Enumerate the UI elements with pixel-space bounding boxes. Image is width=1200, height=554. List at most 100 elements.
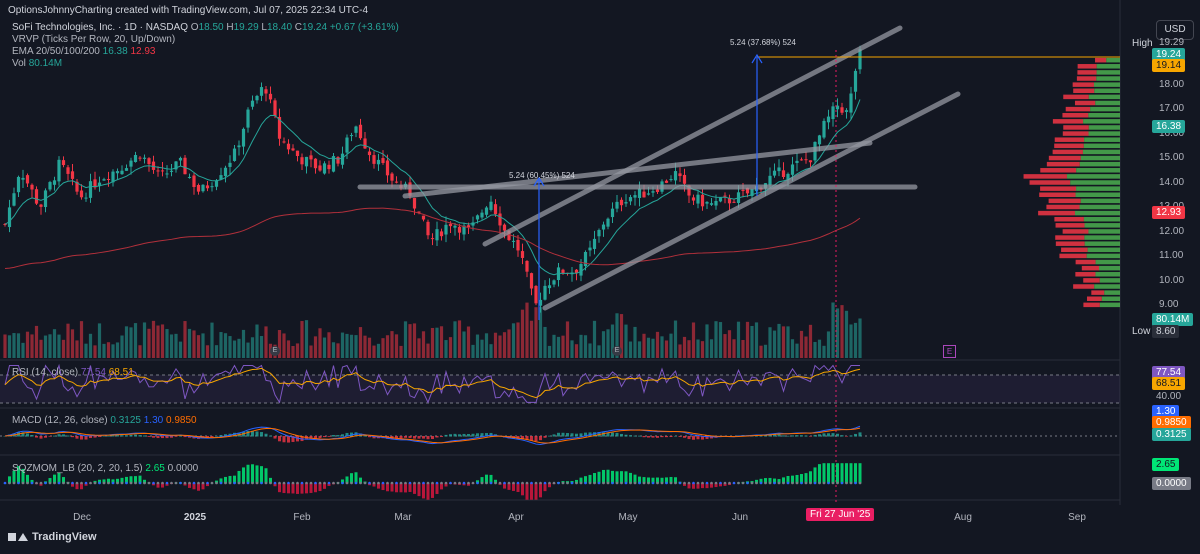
sqz-bar [714,483,718,488]
volume-bar [624,324,628,358]
macd-hist-bar [143,435,146,437]
macd-hist-bar [134,434,137,437]
sqz-legend[interactable]: SQZMOM_LB (20, 2, 20, 1.5) 2.65 0.0000 [12,463,198,474]
candle-body [624,202,628,204]
vrvp-up-bar [1086,253,1120,259]
macd-hist-bar [417,436,421,439]
macd-hist-bar [458,434,461,437]
candle-body [354,126,358,133]
sqz-dot [426,481,430,485]
candle-body [322,163,327,174]
macd-hist-bar [593,432,596,437]
macd-hist-bar [701,436,704,440]
sqz-bar [62,477,65,484]
sqz-dot [350,481,353,485]
macd-hist-bar [269,435,272,437]
candle-body [853,70,858,92]
macd-hist-bar [98,436,101,437]
sqz-dot [809,481,812,485]
sqz-bar [651,477,655,484]
ema-slow-value: 12.93 [130,46,156,57]
volume-legend[interactable]: Vol 80.14M [12,58,62,69]
sqz-dot [152,481,155,485]
volume-bar [745,321,750,358]
volume-bar [79,321,84,358]
macd-hist-bar [255,431,259,437]
macd-hist-bar [273,436,277,439]
candle-body [511,240,516,242]
sqz-dot [183,481,187,485]
volume-bar [336,343,340,358]
sqz-dot [638,481,641,485]
earnings-icon[interactable]: E [270,346,280,356]
sqz-dot [354,481,358,485]
macd-hist-bar [435,436,439,438]
macd-signal-value: 0.9850 [166,415,197,426]
sqz-bar [323,483,326,489]
tradingview-brand[interactable]: TradingView [8,531,97,543]
sqz-dot [161,481,164,485]
currency-button[interactable]: USD [1156,20,1194,40]
sqz-dot [512,481,515,485]
volume-bar [547,345,552,358]
volume-bar [840,305,844,358]
vrvp-up-bar [1095,100,1120,106]
vrvp-up-bar [1083,216,1120,222]
sqz-bar [615,471,619,484]
low-value: 8.60 [1152,325,1180,338]
volume-bar [394,334,399,358]
sqz-bar [786,475,790,484]
candle-body [93,179,97,188]
volume-bar [466,326,471,358]
vrvp-down-bar [1076,76,1097,81]
sqz-dot [80,481,83,485]
macd-hist-bar [647,436,650,438]
rsi-legend[interactable]: RSI (14, close) 77.54 68.51 [12,367,134,378]
sqz-dot [575,481,578,485]
candle-body [390,173,394,181]
candle-body [543,285,547,300]
sqz-dot [197,481,200,485]
sqz-bar [606,469,610,484]
macd-hist-bar [624,434,628,437]
sqz-dot [251,481,254,485]
sqz-dot [75,481,79,485]
earnings-icon[interactable]: E [612,346,622,356]
sqz-bar [125,476,128,484]
sqz-dot [620,481,623,485]
candle-body [367,151,372,156]
symbol-line: SoFi Technologies, Inc. · 1D · NASDAQ O1… [12,22,399,33]
macd-hist-bar [161,436,164,439]
ema-legend[interactable]: EMA 20/50/100/200 16.38 12.93 [12,46,155,57]
sqz-bar [512,483,515,491]
price-tick-label: 16.00 [1159,127,1185,139]
volume-bar [372,345,376,358]
sqz-dot [386,481,389,485]
volume-bar [529,320,534,358]
macd-hist-bar [264,433,268,437]
upcoming-earnings-icon[interactable]: E [943,345,956,358]
sqz-bar [282,483,286,494]
vrvp-down-bar [1073,284,1095,289]
sqz-dot [422,481,425,485]
vrvp-legend[interactable]: VRVP (Ticks Per Row, 20, Up/Down) [12,34,176,45]
macd-hist-bar [422,436,425,439]
sqz-dot [777,481,781,485]
vrvp-down-bar [1040,186,1077,191]
vrvp-down-bar [1075,259,1096,265]
sqz-dot [678,481,682,485]
macd-legend[interactable]: MACD (12, 26, close) 0.3125 1.30 0.9850 [12,415,197,426]
candle-body [381,158,385,163]
macd-hist-bar [174,436,178,437]
candle-body [687,185,691,196]
macd-hist-bar [152,436,155,438]
vrvp-up-bar [1084,235,1120,240]
sqz-dot [845,481,848,485]
rsi-ma-value: 68.51 [108,367,134,378]
sqz-dot [66,481,70,485]
macd-hist-bar [840,435,844,437]
macd-hist-bar [89,436,92,438]
measure-label-2: 5.24 (37.68%) 524 [730,38,796,47]
